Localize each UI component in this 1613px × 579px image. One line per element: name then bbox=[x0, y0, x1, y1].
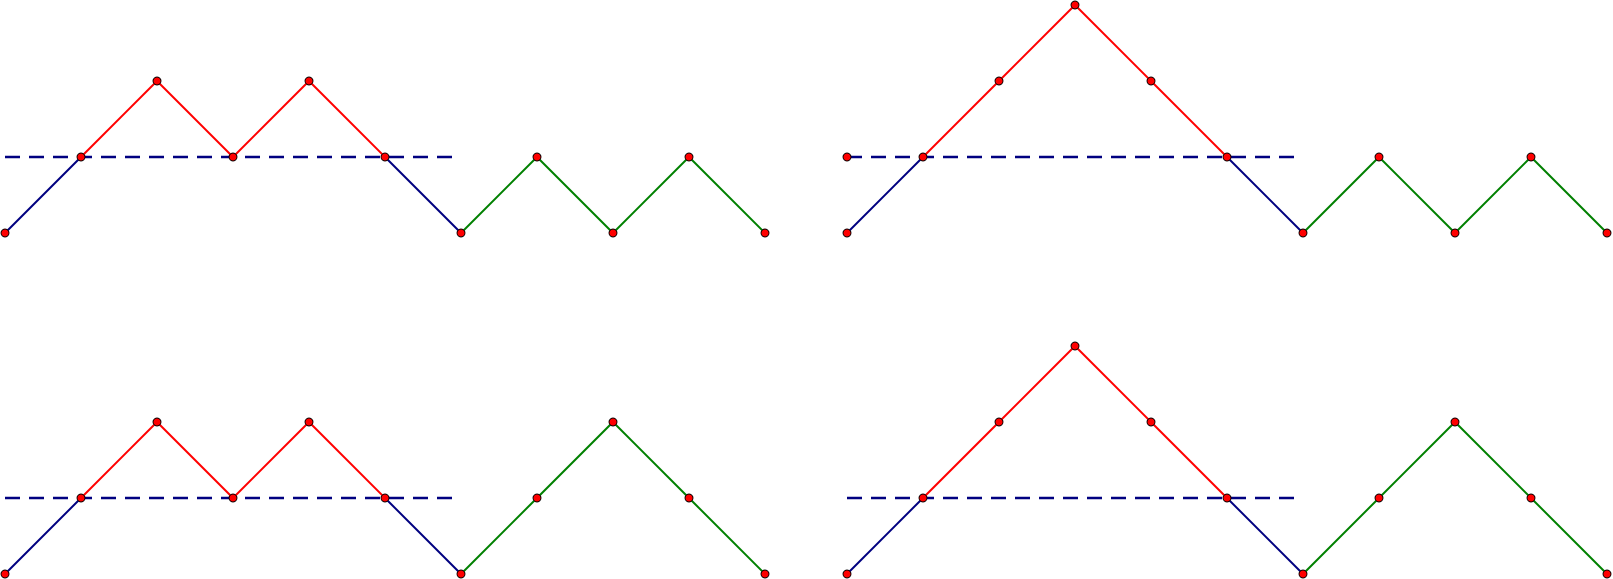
lattice-vertex bbox=[532, 493, 542, 503]
prefix-step-segment bbox=[1226, 156, 1304, 234]
lattice-vertex bbox=[760, 569, 770, 579]
lattice-vertex bbox=[1450, 228, 1460, 238]
excursion-step-segment bbox=[80, 421, 158, 499]
excursion-step-segment bbox=[232, 421, 310, 499]
lattice-vertex bbox=[994, 76, 1004, 86]
lattice-vertex bbox=[152, 417, 162, 427]
suffix-step-segment bbox=[1302, 497, 1380, 575]
suffix-step-segment bbox=[688, 156, 766, 234]
lattice-vertex bbox=[842, 228, 852, 238]
suffix-step-segment bbox=[1454, 156, 1532, 234]
excursion-step-segment bbox=[232, 80, 310, 158]
suffix-step-segment bbox=[1378, 421, 1456, 499]
lattice-vertex bbox=[1070, 341, 1080, 351]
lattice-vertex bbox=[918, 493, 928, 503]
lattice-vertex bbox=[608, 228, 618, 238]
excursion-step-segment bbox=[80, 80, 158, 158]
excursion-step-segment bbox=[308, 80, 386, 158]
excursion-step-segment bbox=[998, 345, 1076, 423]
excursion-step-segment bbox=[998, 4, 1076, 82]
suffix-step-segment bbox=[460, 156, 538, 234]
lattice-vertex bbox=[1070, 0, 1080, 10]
excursion-step-segment bbox=[1074, 345, 1152, 423]
lattice-vertex bbox=[918, 152, 928, 162]
path-panel-bottom-left bbox=[0, 417, 770, 579]
excursion-step-segment bbox=[1150, 421, 1228, 499]
lattice-vertex bbox=[228, 152, 238, 162]
lattice-vertex bbox=[1146, 76, 1156, 86]
lattice-vertex bbox=[684, 493, 694, 503]
lattice-vertex bbox=[760, 228, 770, 238]
lattice-vertex bbox=[1298, 569, 1308, 579]
excursion-step-segment bbox=[308, 421, 386, 499]
prefix-step-segment bbox=[384, 497, 462, 575]
prefix-step-segment bbox=[4, 156, 82, 234]
lattice-vertex bbox=[76, 493, 86, 503]
suffix-step-segment bbox=[1378, 156, 1456, 234]
lattice-vertex bbox=[456, 569, 466, 579]
suffix-step-segment bbox=[460, 497, 538, 575]
lattice-vertex bbox=[1526, 152, 1536, 162]
lattice-vertex bbox=[152, 76, 162, 86]
lattice-vertex bbox=[1222, 493, 1232, 503]
lattice-vertex bbox=[842, 569, 852, 579]
excursion-step-segment bbox=[922, 421, 1000, 499]
lattice-vertex bbox=[1146, 417, 1156, 427]
lattice-vertex bbox=[684, 152, 694, 162]
lattice-vertex bbox=[456, 228, 466, 238]
lattice-vertex bbox=[994, 417, 1004, 427]
lattice-vertex bbox=[1222, 152, 1232, 162]
lattice-vertex bbox=[1602, 569, 1612, 579]
baseline-start-vertex bbox=[842, 152, 852, 162]
lattice-vertex bbox=[228, 493, 238, 503]
prefix-step-segment bbox=[846, 156, 924, 234]
lattice-vertex bbox=[380, 152, 390, 162]
lattice-vertex bbox=[1602, 228, 1612, 238]
path-panel-top-left bbox=[0, 76, 770, 238]
lattice-vertex bbox=[608, 417, 618, 427]
lattice-vertex bbox=[304, 76, 314, 86]
lattice-vertex bbox=[304, 417, 314, 427]
excursion-step-segment bbox=[156, 421, 234, 499]
suffix-step-segment bbox=[1454, 421, 1532, 499]
lattice-vertex bbox=[1450, 417, 1460, 427]
excursion-step-segment bbox=[1150, 80, 1228, 158]
prefix-step-segment bbox=[4, 497, 82, 575]
lattice-vertex bbox=[1526, 493, 1536, 503]
lattice-vertex bbox=[380, 493, 390, 503]
suffix-step-segment bbox=[1302, 156, 1380, 234]
path-panel-top-right bbox=[842, 0, 1612, 238]
suffix-step-segment bbox=[536, 156, 614, 234]
lattice-vertex bbox=[1298, 228, 1308, 238]
lattice-vertex bbox=[1374, 493, 1384, 503]
lattice-vertex bbox=[0, 569, 10, 579]
prefix-step-segment bbox=[384, 156, 462, 234]
suffix-step-segment bbox=[688, 497, 766, 575]
lattice-vertex bbox=[0, 228, 10, 238]
suffix-step-segment bbox=[1530, 497, 1608, 575]
suffix-step-segment bbox=[612, 421, 690, 499]
lattice-vertex bbox=[532, 152, 542, 162]
excursion-step-segment bbox=[922, 80, 1000, 158]
lattice-vertex bbox=[76, 152, 86, 162]
path-panel-bottom-right bbox=[842, 341, 1612, 579]
prefix-step-segment bbox=[846, 497, 924, 575]
excursion-step-segment bbox=[156, 80, 234, 158]
prefix-step-segment bbox=[1226, 497, 1304, 575]
excursion-step-segment bbox=[1074, 4, 1152, 82]
lattice-vertex bbox=[1374, 152, 1384, 162]
suffix-step-segment bbox=[612, 156, 690, 234]
suffix-step-segment bbox=[536, 421, 614, 499]
suffix-step-segment bbox=[1530, 156, 1608, 234]
